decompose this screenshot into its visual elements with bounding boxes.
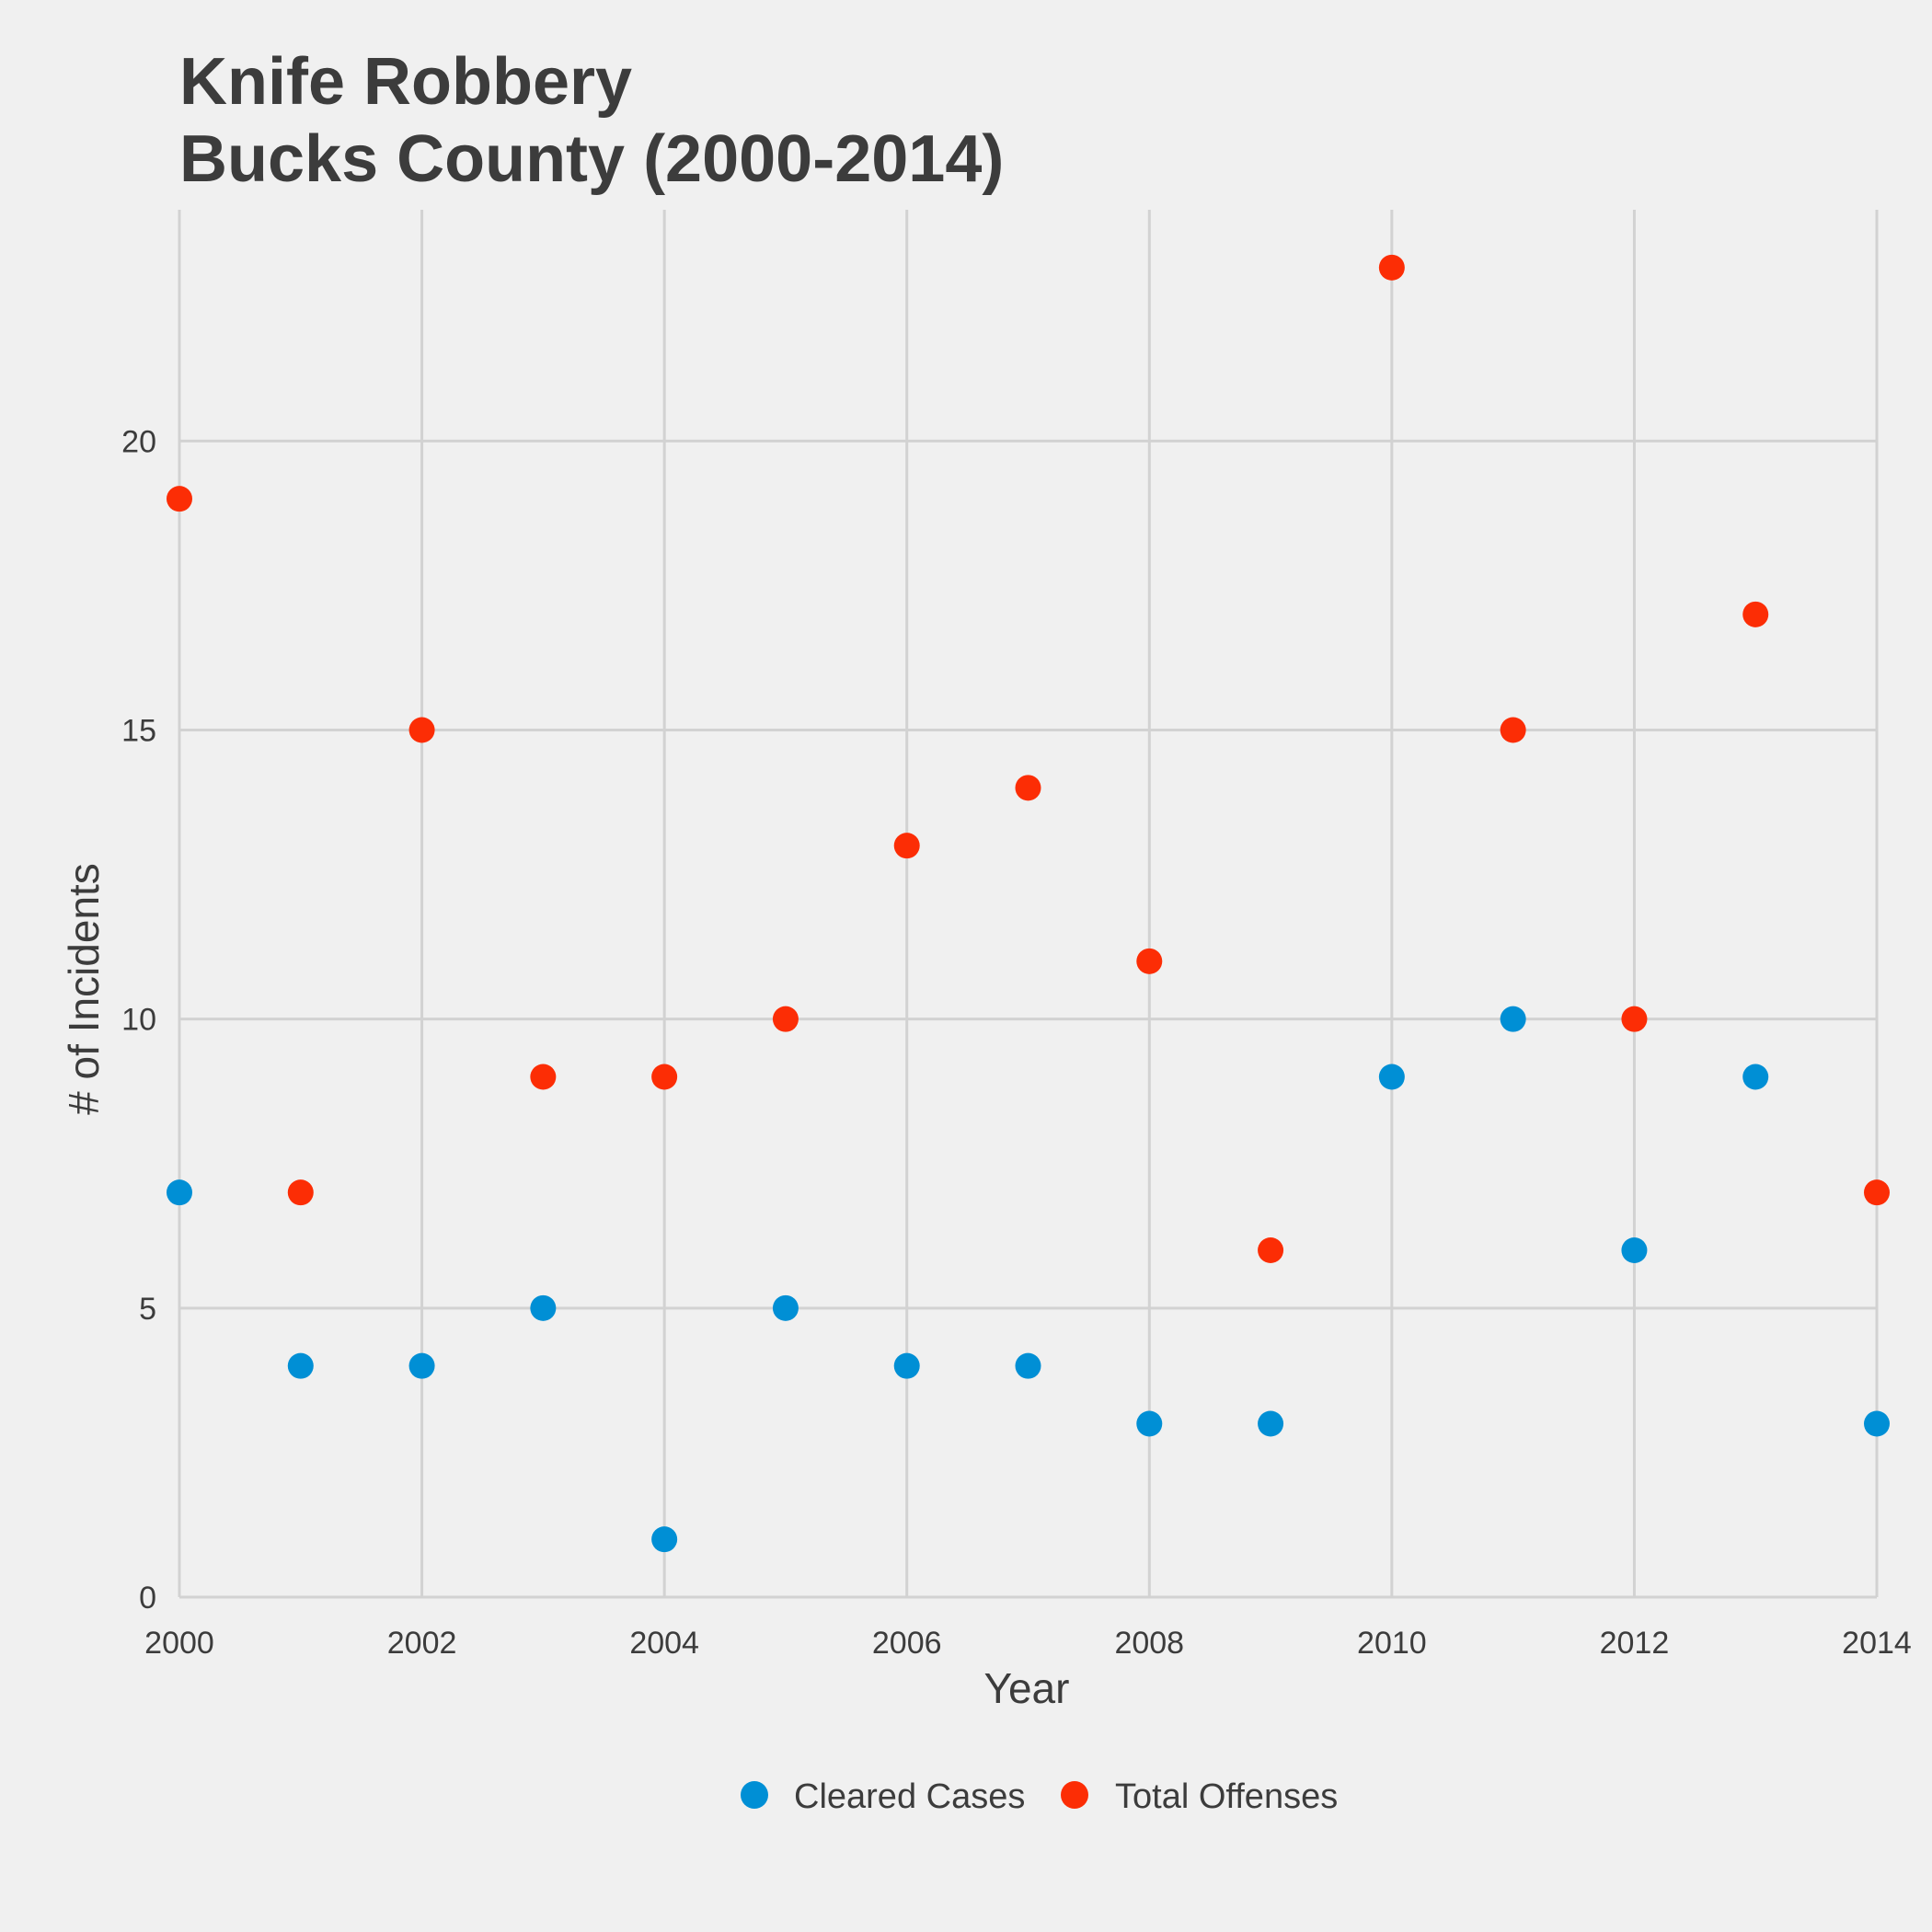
chart-subtitle: Bucks County (2000-2014) [179, 122, 1004, 196]
legend-label-total: Total Offenses [1115, 1777, 1338, 1816]
point-total-2011 [1500, 717, 1526, 743]
point-cleared-2004 [651, 1526, 678, 1553]
point-total-2010 [1378, 254, 1405, 281]
x-gridlines [178, 210, 1879, 1597]
point-cleared-2000 [167, 1179, 192, 1206]
y-axis-ticks: 0 5 10 15 20 [121, 424, 156, 1616]
y-tick-label: 0 [139, 1581, 156, 1616]
point-cleared-2007 [1015, 1352, 1041, 1379]
x-tick-label: 2010 [1357, 1626, 1427, 1661]
legend-marker-cleared [741, 1781, 768, 1809]
x-tick-label: 2002 [387, 1626, 457, 1661]
point-cleared-2002 [408, 1352, 435, 1379]
x-tick-label: 2004 [629, 1626, 699, 1661]
point-total-2007 [1015, 775, 1041, 801]
point-total-2005 [772, 1006, 799, 1032]
point-cleared-2001 [287, 1352, 314, 1379]
data-points [167, 254, 1890, 1553]
legend-label-cleared: Cleared Cases [794, 1777, 1025, 1816]
point-cleared-2010 [1378, 1064, 1405, 1090]
y-axis-label: # of Incidents [60, 863, 108, 1115]
legend: Cleared Cases Total Offenses [741, 1777, 1338, 1816]
point-total-2014 [1864, 1179, 1890, 1206]
point-total-2012 [1621, 1006, 1648, 1032]
point-total-2001 [287, 1179, 314, 1206]
point-total-2000 [167, 486, 192, 512]
y-gridlines [179, 439, 1877, 1599]
y-tick-label: 15 [121, 714, 156, 749]
point-total-2013 [1742, 601, 1769, 627]
x-tick-label: 2012 [1600, 1626, 1670, 1661]
point-cleared-2003 [530, 1294, 557, 1321]
point-total-2006 [893, 833, 920, 859]
point-total-2004 [651, 1064, 678, 1090]
point-cleared-2013 [1742, 1064, 1769, 1090]
point-cleared-2012 [1621, 1237, 1648, 1263]
point-cleared-2009 [1258, 1410, 1284, 1437]
point-total-2009 [1258, 1237, 1284, 1263]
x-axis-ticks: 2000 2002 2004 2006 2008 2010 2012 2014 [144, 1626, 1912, 1661]
y-tick-label: 5 [139, 1292, 156, 1327]
y-tick-label: 20 [121, 424, 156, 459]
point-cleared-2005 [772, 1294, 799, 1321]
x-tick-label: 2014 [1842, 1626, 1912, 1661]
point-total-2008 [1136, 948, 1163, 974]
point-total-2003 [530, 1064, 557, 1090]
point-cleared-2006 [893, 1352, 920, 1379]
x-tick-label: 2006 [872, 1626, 942, 1661]
y-tick-label: 10 [121, 1003, 156, 1038]
x-tick-label: 2008 [1114, 1626, 1184, 1661]
x-tick-label: 2000 [144, 1626, 214, 1661]
x-axis-label: Year [984, 1664, 1070, 1712]
chart-title: Knife Robbery [179, 45, 632, 119]
point-cleared-2008 [1136, 1410, 1163, 1437]
point-cleared-2011 [1500, 1006, 1526, 1032]
point-total-2002 [408, 717, 435, 743]
legend-marker-total [1061, 1781, 1088, 1809]
point-cleared-2014 [1864, 1410, 1890, 1437]
